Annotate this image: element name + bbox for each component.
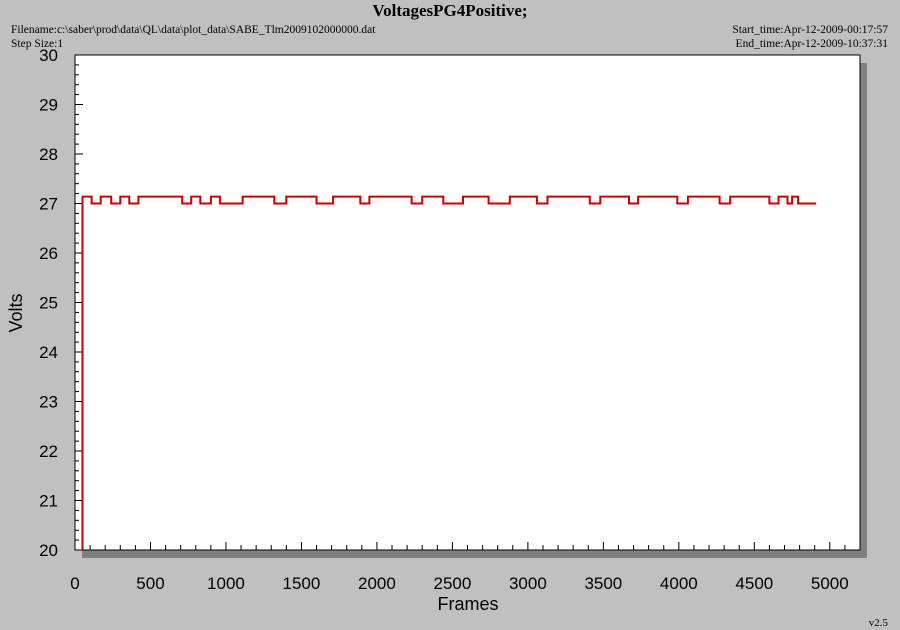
y-tick-label: 24 (39, 343, 58, 362)
y-tick-label: 27 (39, 195, 58, 214)
x-tick-label: 5000 (811, 574, 849, 593)
y-tick-label: 21 (39, 492, 58, 511)
start-time-label: Start_time:Apr-12-2009-00:17:57 (732, 24, 888, 36)
y-axis: 20 21 22 23 24 25 26 27 28 29 30 (39, 46, 83, 560)
series-group (81, 195, 817, 550)
file-info: Filename:c:\saber\prod\data\QL\data\plot… (11, 23, 375, 51)
y-tick-label: 20 (39, 541, 58, 560)
filename-label: Filename:c:\saber\prod\data\QL\data\plot… (11, 24, 376, 36)
x-tick-label: 0 (70, 574, 79, 593)
y-axis-label: Volts (6, 293, 26, 332)
x-tick-label: 1000 (207, 574, 245, 593)
x-axis: 0 500 1000 1500 2000 2500 3000 3500 4000 4500 5000 (70, 542, 849, 593)
y-tick-label: 23 (39, 393, 58, 412)
time-info: Start_time:Apr-12-2009-00:17:57 End_time… (732, 23, 888, 51)
x-tick-label: 4500 (735, 574, 773, 593)
x-tick-label: 2000 (358, 574, 396, 593)
y-tick-label: 26 (39, 244, 58, 263)
y-tick-label: 22 (39, 442, 58, 461)
y-tick-label: 28 (39, 145, 58, 164)
plot-area (74, 54, 861, 551)
chart-title: VoltagesPG4Positive; (372, 1, 528, 20)
version-label: v2.5 (868, 617, 888, 629)
x-tick-label: 500 (136, 574, 164, 593)
end-time-label: End_time:Apr-12-2009-10:37:31 (735, 38, 888, 50)
x-tick-label: 1500 (283, 574, 321, 593)
step-size-label: Step Size:1 (11, 38, 64, 50)
x-tick-label: 3500 (584, 574, 622, 593)
y-tick-label: 25 (39, 294, 58, 313)
x-tick-label: 4000 (660, 574, 698, 593)
x-tick-label: 2500 (433, 574, 471, 593)
x-tick-label: 3000 (509, 574, 547, 593)
y-tick-label: 29 (39, 96, 58, 115)
x-axis-label: Frames (437, 594, 498, 614)
y-tick-label: 30 (39, 46, 58, 65)
series-line (81, 195, 817, 550)
